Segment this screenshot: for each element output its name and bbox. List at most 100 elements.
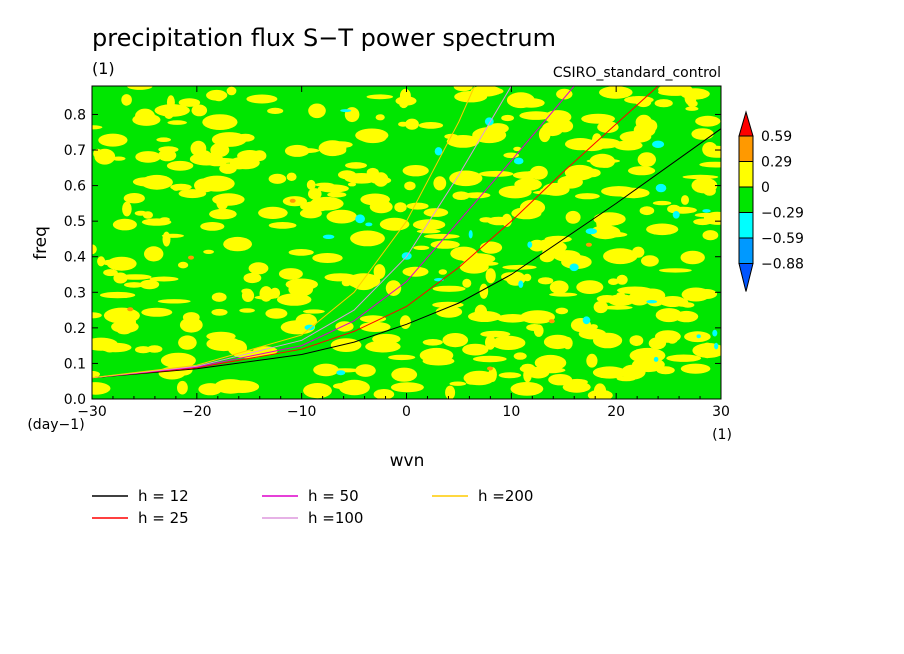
y-tick-label: 0.7: [64, 143, 86, 159]
field-patch: [576, 280, 604, 294]
field-patch: [306, 179, 316, 190]
field-patch: [366, 167, 379, 177]
field-patch: [527, 366, 550, 379]
field-patch-negative: [468, 230, 473, 239]
legend-entry: h =200: [478, 487, 533, 505]
field-patch: [639, 206, 655, 216]
field-patch: [450, 246, 478, 261]
field-patch: [365, 340, 401, 353]
field-patch: [694, 212, 717, 218]
field-patch: [643, 360, 661, 370]
field-patch: [549, 280, 569, 294]
field-patch-high: [585, 242, 592, 247]
field-patch: [209, 208, 237, 220]
field-patch: [355, 364, 376, 377]
field-patch: [498, 372, 522, 379]
x-tick-label: 20: [607, 404, 625, 420]
field-patch: [628, 166, 656, 176]
field-patch: [454, 91, 488, 103]
field-patch-negative: [527, 241, 533, 248]
colorbar-label: −0.29: [761, 206, 804, 222]
colorbar: 0.59 0.29 0 −0.29 −0.59 −0.88: [738, 110, 804, 292]
field-patch-negative: [655, 183, 667, 193]
field-patch: [472, 127, 507, 144]
x-tick-label: −30: [77, 404, 107, 420]
field-patch-negative: [513, 157, 524, 165]
field-patch: [682, 174, 719, 180]
field-patch: [172, 184, 181, 191]
field-patch: [603, 248, 638, 265]
field-patch: [501, 114, 514, 122]
field-patch: [562, 336, 573, 350]
chart-title: precipitation flux S−T power spectrum: [92, 24, 556, 52]
field-patch: [278, 268, 303, 280]
field-patch: [519, 199, 546, 216]
field-patch: [239, 308, 255, 313]
field-patch: [621, 364, 646, 380]
field-patch: [303, 309, 325, 314]
field-patch: [101, 259, 126, 266]
field-patch: [462, 278, 472, 288]
field-patch: [695, 115, 721, 127]
field-patch: [514, 178, 542, 191]
legend-entry: h = 12: [138, 487, 189, 505]
field-patch: [135, 151, 161, 163]
field-patch: [373, 264, 386, 280]
field-patch: [423, 233, 460, 239]
field-patch: [92, 125, 103, 130]
field-patch: [284, 144, 310, 157]
field-patch: [501, 272, 519, 282]
field-patch-high: [487, 366, 493, 371]
field-patch: [592, 366, 627, 379]
field-patch: [404, 181, 416, 191]
field-patch: [561, 254, 592, 270]
field-patch: [423, 208, 449, 217]
legend-entry: h = 50: [308, 487, 359, 505]
field-patch-negative: [340, 109, 352, 113]
y-tick-label: 0.6: [64, 179, 86, 195]
field-patch: [433, 176, 447, 191]
field-patch: [98, 133, 128, 147]
field-patch: [503, 152, 519, 159]
field-patch: [308, 188, 322, 200]
y-unit-label: (day−1): [27, 417, 84, 433]
field-patch-high: [188, 255, 194, 260]
field-patch: [366, 94, 394, 100]
field-patch: [127, 86, 153, 90]
field-patch: [189, 152, 224, 166]
field-patch: [438, 269, 447, 275]
field-patch-negative: [355, 214, 365, 224]
curve-50: [92, 86, 575, 379]
field-patch: [159, 217, 170, 222]
field-patch-negative: [322, 234, 335, 239]
field-patch: [564, 164, 596, 181]
field-patch: [680, 250, 705, 265]
field-patch: [453, 86, 473, 92]
field-patch: [388, 354, 416, 361]
field-patch: [402, 165, 429, 177]
field-patch: [123, 193, 145, 204]
field-patch: [666, 354, 702, 362]
field-patch: [286, 172, 297, 181]
field-patch: [479, 241, 503, 254]
field-patch: [394, 202, 407, 213]
field-patch: [179, 317, 203, 333]
field-patch: [202, 114, 238, 130]
field-patch: [596, 295, 618, 303]
field-patch: [412, 219, 446, 231]
field-patch: [121, 94, 132, 106]
field-patch: [629, 347, 666, 364]
field-patch: [359, 321, 391, 332]
field-patch: [635, 97, 652, 108]
field-patch: [432, 301, 464, 309]
colorbar-swatch: [738, 135, 754, 162]
field-patch: [446, 135, 480, 148]
field-patch: [324, 273, 357, 282]
field-patch: [124, 282, 145, 288]
field-patch: [269, 287, 281, 299]
field-patch: [555, 307, 569, 315]
field-patch: [212, 91, 226, 102]
field-patch: [330, 338, 362, 352]
field-patch: [359, 315, 387, 323]
